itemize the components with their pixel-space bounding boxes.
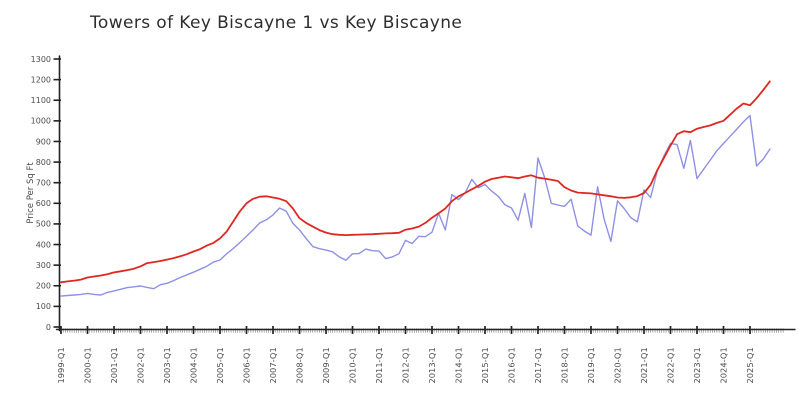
y-tick-label: 100 [36, 302, 51, 311]
y-tick-label: 500 [36, 220, 51, 229]
x-tick-label: 2023-Q1 [692, 347, 702, 383]
y-axis-title: Price Per Sq Ft [26, 162, 36, 224]
y-tick-label: 1100 [31, 96, 51, 105]
x-tick-label: 2016-Q1 [507, 347, 517, 383]
x-tick-label: 2007-Q1 [268, 347, 278, 383]
y-tick-label: 900 [36, 137, 51, 146]
series-line-key-biscayne [60, 80, 771, 284]
x-tick-label: 2003-Q1 [162, 347, 172, 383]
y-tick-label: 800 [36, 158, 51, 167]
y-tick-label: 1000 [31, 117, 51, 126]
x-tick-label: 2004-Q1 [189, 347, 199, 383]
x-tick-label: 2008-Q1 [295, 347, 305, 383]
x-tick-label: 2017-Q1 [533, 347, 543, 383]
y-tick-label: 200 [36, 282, 51, 291]
x-tick-label: 2000-Q1 [83, 347, 93, 383]
y-tick-label: 400 [36, 240, 51, 249]
x-tick-label: 2024-Q1 [719, 347, 729, 383]
y-tick-label: 600 [36, 199, 51, 208]
series-line-towers-of-key-biscayne-1 [60, 114, 771, 297]
x-tick-label: 2015-Q1 [480, 347, 490, 383]
y-tick-label: 1200 [31, 75, 51, 84]
y-tick-label: 0 [46, 323, 51, 332]
x-tick-label: 2014-Q1 [454, 347, 464, 383]
x-tick-label: 2001-Q1 [109, 347, 119, 383]
x-tick-label: 2002-Q1 [136, 347, 146, 383]
x-tick-label: 2010-Q1 [348, 347, 358, 383]
x-tick-label: 2013-Q1 [427, 347, 437, 383]
x-tick-label: 2006-Q1 [242, 347, 252, 383]
y-tick-label: 1300 [31, 55, 51, 64]
y-tick-label: 300 [36, 261, 51, 270]
x-tick-label: 2018-Q1 [560, 347, 570, 383]
x-tick-label: 2020-Q1 [613, 347, 623, 383]
x-tick-label: 2022-Q1 [666, 347, 676, 383]
x-tick-label: 2021-Q1 [639, 347, 649, 383]
y-tick-label: 700 [36, 178, 51, 187]
x-tick-label: 2011-Q1 [374, 347, 384, 383]
x-tick-label: 2009-Q1 [321, 347, 331, 383]
x-tick-label: 2012-Q1 [401, 347, 411, 383]
x-tick-label: 2019-Q1 [586, 347, 596, 383]
x-tick-label: 2025-Q1 [745, 347, 755, 383]
chart-title: Towers of Key Biscayne 1 vs Key Biscayne [90, 13, 463, 33]
x-tick-label: 1999-Q1 [56, 347, 66, 383]
x-tick-label: 2005-Q1 [215, 347, 225, 383]
